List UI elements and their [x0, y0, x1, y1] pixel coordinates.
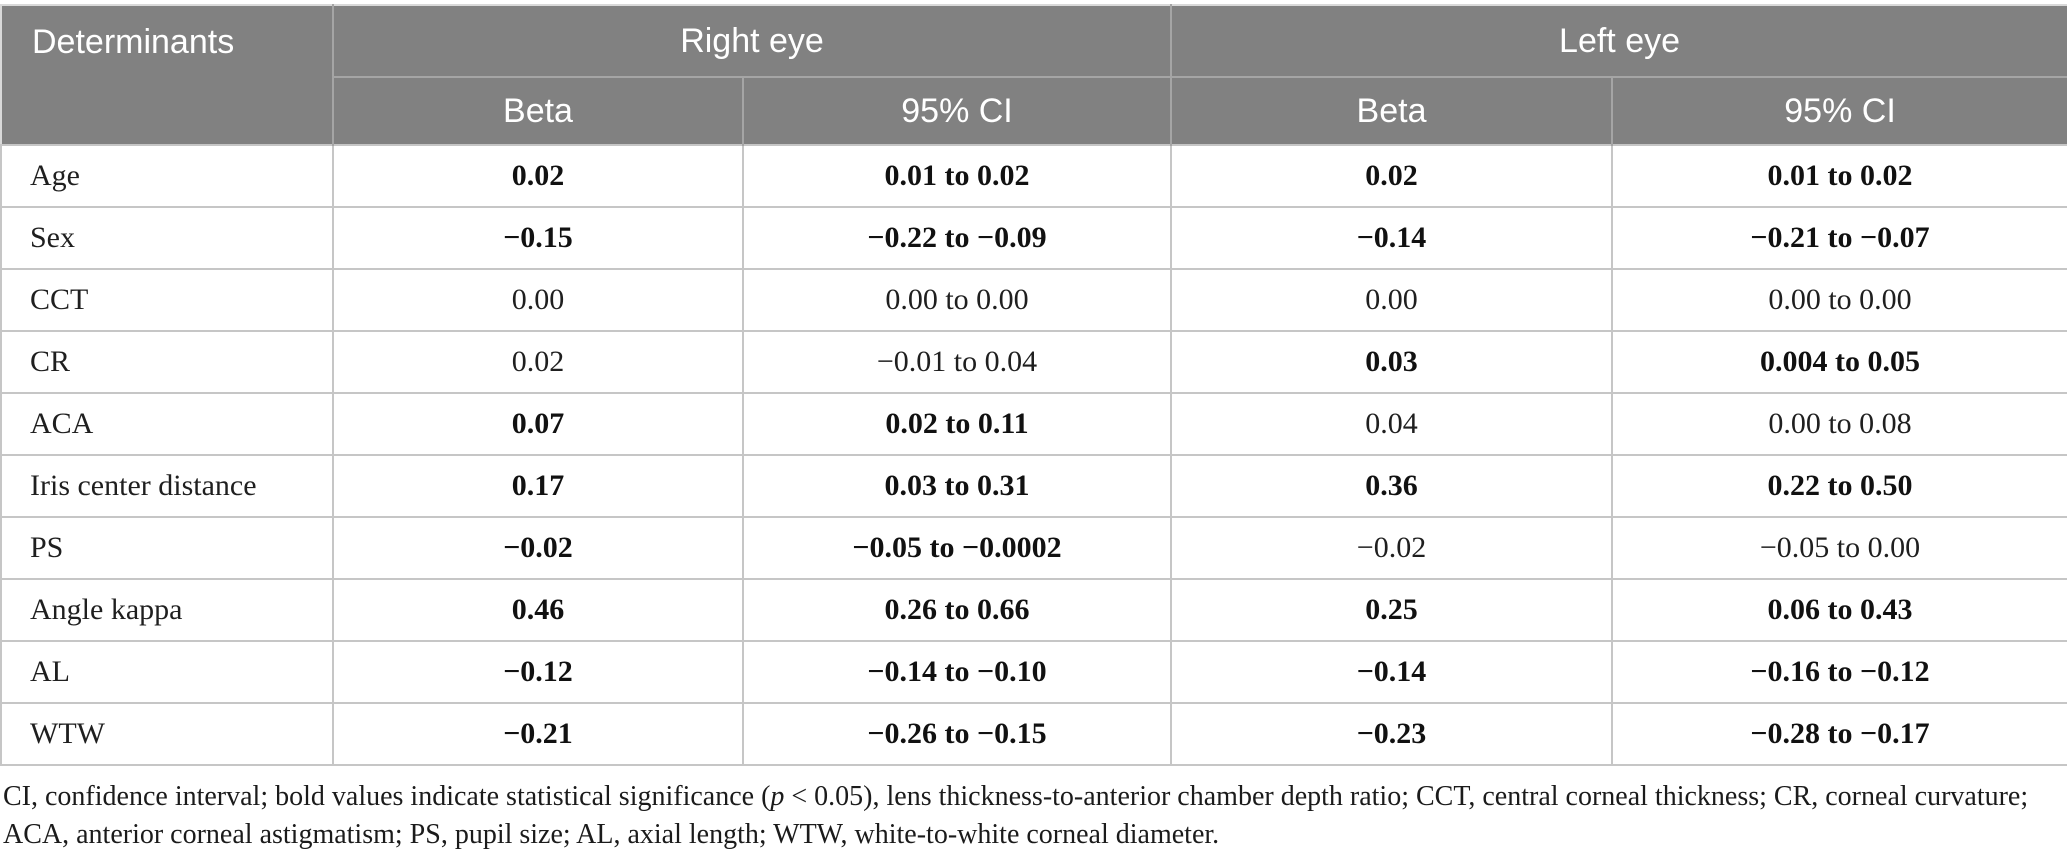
table-row: CR 0.02 −0.01 to 0.04 0.03 0.004 to 0.05: [0, 330, 2067, 394]
row-label: CR: [0, 330, 334, 394]
table-row: WTW −0.21 −0.26 to −0.15 −0.23 −0.28 to −0.1…: [0, 702, 2067, 766]
left-ci-cell: 0.00 to 0.08: [1611, 392, 2067, 456]
header-row-measures: Beta 95% CI Beta 95% CI: [1, 76, 2067, 145]
header-cell-right-eye: Right eye: [331, 5, 1172, 77]
footnote-text-continued: < 0.05), lens thickness-to-anterior cham…: [3, 781, 2029, 850]
row-label: CCT: [0, 268, 334, 332]
table-row: Iris center distance 0.17 0.03 to 0.31 0.36…: [0, 454, 2067, 518]
right-beta-cell: −0.02: [332, 516, 744, 580]
right-beta-cell: 0.07: [332, 392, 744, 456]
row-label: PS: [0, 516, 334, 580]
right-ci-cell: 0.26 to 0.66: [741, 578, 1173, 642]
row-label: AL: [0, 640, 334, 704]
left-beta-cell: 0.04: [1170, 392, 1614, 456]
right-ci-cell: 0.00 to 0.00: [741, 268, 1173, 332]
determinants-regression-table: Determinants Right eye Left eye Beta 95%…: [0, 4, 2067, 766]
left-ci-cell: −0.05 to 0.00: [1611, 516, 2067, 580]
table-footnote: CI, confidence interval; bold values ind…: [0, 778, 2067, 854]
row-label: Iris center distance: [0, 454, 334, 518]
right-beta-cell: 0.46: [332, 578, 744, 642]
header-cell-right-ci: 95% CI: [741, 76, 1172, 145]
left-beta-cell: 0.00: [1170, 268, 1614, 332]
left-ci-cell: 0.01 to 0.02: [1611, 144, 2067, 208]
left-ci-cell: −0.16 to −0.12: [1611, 640, 2067, 704]
table-row: ACA 0.07 0.02 to 0.11 0.04 0.00 to 0.08: [0, 392, 2067, 456]
footnote-italic-p: p: [770, 781, 785, 812]
row-label: Age: [0, 144, 334, 208]
right-ci-cell: 0.03 to 0.31: [741, 454, 1173, 518]
table-row: Angle kappa 0.46 0.26 to 0.66 0.25 0.06 to 0…: [0, 578, 2067, 642]
left-beta-cell: −0.14: [1170, 206, 1614, 270]
table-header: Determinants Right eye Left eye Beta 95%…: [1, 5, 2067, 145]
left-beta-cell: −0.14: [1170, 640, 1614, 704]
row-label: WTW: [0, 702, 334, 766]
table-row: PS −0.02 −0.05 to −0.0002 −0.02 −0.05 to 0.0…: [0, 516, 2067, 580]
table-row: Sex −0.15 −0.22 to −0.09 −0.14 −0.21 to −0.0…: [0, 206, 2067, 270]
left-ci-cell: 0.22 to 0.50: [1611, 454, 2067, 518]
row-label: ACA: [0, 392, 334, 456]
right-ci-cell: −0.05 to −0.0002: [741, 516, 1173, 580]
table-row: CCT 0.00 0.00 to 0.00 0.00 0.00 to 0.00: [0, 268, 2067, 332]
right-beta-cell: 0.02: [332, 144, 744, 208]
table-body: Age 0.02 0.01 to 0.02 0.02 0.01 to 0.02 Sex −0…: [0, 144, 2067, 766]
left-ci-cell: 0.00 to 0.00: [1611, 268, 2067, 332]
left-beta-cell: 0.03: [1170, 330, 1614, 394]
right-ci-cell: −0.22 to −0.09: [741, 206, 1173, 270]
right-beta-cell: 0.00: [332, 268, 744, 332]
row-label: Angle kappa: [0, 578, 334, 642]
right-ci-cell: −0.14 to −0.10: [741, 640, 1173, 704]
right-ci-cell: 0.01 to 0.02: [741, 144, 1173, 208]
header-cell-left-eye: Left eye: [1170, 5, 2067, 77]
header-cell-determinants: Determinants: [1, 5, 333, 145]
left-ci-cell: 0.06 to 0.43: [1611, 578, 2067, 642]
left-ci-cell: −0.28 to −0.17: [1611, 702, 2067, 766]
row-label: Sex: [0, 206, 334, 270]
right-beta-cell: 0.02: [332, 330, 744, 394]
left-beta-cell: −0.23: [1170, 702, 1614, 766]
header-cell-left-beta: Beta: [1170, 76, 1613, 145]
table-row: Age 0.02 0.01 to 0.02 0.02 0.01 to 0.02: [0, 144, 2067, 208]
left-beta-cell: 0.36: [1170, 454, 1614, 518]
header-cell-left-ci: 95% CI: [1611, 76, 2067, 145]
right-beta-cell: −0.15: [332, 206, 744, 270]
left-beta-cell: 0.25: [1170, 578, 1614, 642]
left-beta-cell: 0.02: [1170, 144, 1614, 208]
right-beta-cell: −0.12: [332, 640, 744, 704]
left-ci-cell: −0.21 to −0.07: [1611, 206, 2067, 270]
right-ci-cell: 0.02 to 0.11: [741, 392, 1173, 456]
table-row: AL −0.12 −0.14 to −0.10 −0.14 −0.16 to −0.12: [0, 640, 2067, 704]
footnote-text: CI, confidence interval; bold values ind…: [3, 781, 771, 812]
left-ci-cell: 0.004 to 0.05: [1611, 330, 2067, 394]
header-row-eyes: Determinants Right eye Left eye: [1, 5, 2067, 145]
right-beta-cell: 0.17: [332, 454, 744, 518]
left-beta-cell: −0.02: [1170, 516, 1614, 580]
right-ci-cell: −0.01 to 0.04: [741, 330, 1173, 394]
right-beta-cell: −0.21: [332, 702, 744, 766]
right-ci-cell: −0.26 to −0.15: [741, 702, 1173, 766]
header-cell-right-beta: Beta: [332, 76, 743, 145]
